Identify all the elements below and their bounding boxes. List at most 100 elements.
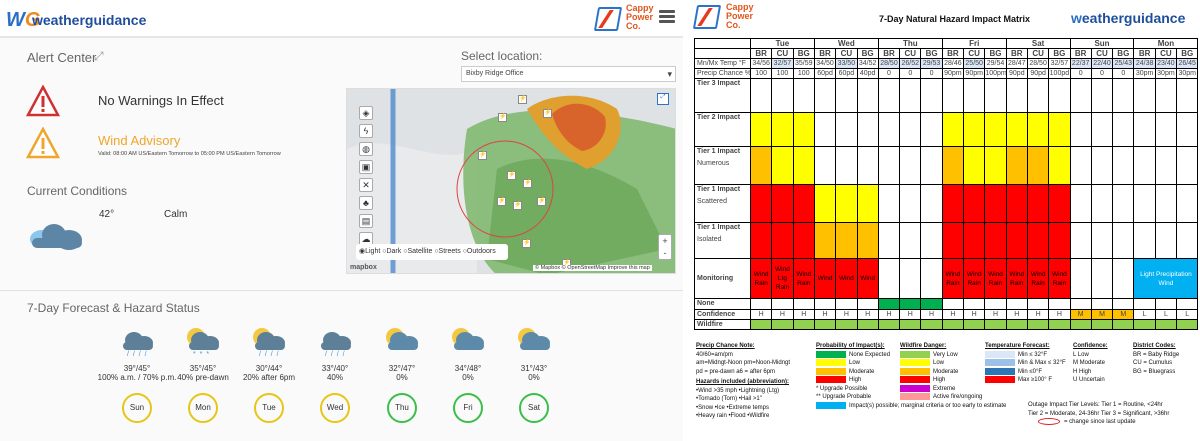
confidence-cell: L xyxy=(1133,309,1156,320)
tools-button[interactable]: ✕ xyxy=(359,178,373,192)
forecast-day[interactable]: / / / / 39°/45° 100% a.m. / 70% p.m. Sun xyxy=(82,326,192,423)
forecast-day[interactable]: / / / / 30°/44° 20% after 6pm Tue xyxy=(214,326,324,423)
wildfire-cell xyxy=(941,319,965,330)
hazard-status-badge[interactable]: Sat xyxy=(519,393,549,423)
districts-legend: District Codes: BR = Baby Ridge CU = Cumul… xyxy=(1133,342,1199,376)
temp-cell: 29/54 xyxy=(984,58,1007,69)
map-marker-icon[interactable]: ⚡ xyxy=(537,197,546,206)
impact-cell xyxy=(856,112,879,147)
legend-line: High xyxy=(900,376,980,385)
map-marker-icon[interactable]: ⚡ xyxy=(497,197,506,206)
confidence-cell: H xyxy=(877,309,901,320)
layers-button[interactable]: ◈ xyxy=(359,106,373,120)
partly-sunny-icon xyxy=(382,326,422,360)
lightning-layer-button[interactable]: ϟ xyxy=(359,124,373,138)
temp-cell: 34/52 xyxy=(856,58,879,69)
impact-cell xyxy=(835,222,858,259)
hazard-status-badge[interactable]: Fri xyxy=(453,393,483,423)
hazard-status-badge[interactable]: Tue xyxy=(254,393,284,423)
map-marker-icon[interactable]: ⚡ xyxy=(513,201,522,210)
confidence-cell: H xyxy=(835,309,858,320)
map-canvas[interactable] xyxy=(347,89,676,274)
impact-cell xyxy=(920,146,943,185)
legend-text: Precip Chance Note: xyxy=(696,343,755,349)
impact-cell xyxy=(1133,146,1156,185)
forecast-day[interactable]: * * * 35°/45° 40% pre-dawn Mon xyxy=(148,326,258,423)
hamburger-menu-icon[interactable] xyxy=(659,10,675,24)
location-select[interactable]: Bixby Ridge Office xyxy=(461,66,676,82)
impact-cell xyxy=(941,298,965,310)
legend-text: •Wind >35 mph •Lightning (Ltg) xyxy=(696,387,780,394)
district-header: CU xyxy=(899,48,922,59)
tree-layer-button[interactable]: ♣ xyxy=(359,196,373,210)
forecast-day[interactable]: / / / / 33°/40° 40% Wed xyxy=(280,326,390,423)
map-attribution[interactable]: © Mapbox © OpenStreetMap Improve this ma… xyxy=(533,265,652,271)
temp-cell: 29/53 xyxy=(920,58,943,69)
impact-cell xyxy=(792,78,815,113)
style-satellite-radio[interactable]: ○Satellite xyxy=(403,248,433,255)
impact-cell xyxy=(1133,184,1156,223)
style-dark-radio[interactable]: ○Dark xyxy=(382,248,402,255)
alert-title[interactable]: No Warnings In Effect xyxy=(98,93,224,108)
map-marker-icon[interactable]: ⚡ xyxy=(543,109,552,118)
legend-title: Probability of Impact(s): xyxy=(816,342,902,351)
legend-line: ** Upgrade Probable xyxy=(816,393,902,402)
wildfire-cell xyxy=(1133,319,1156,330)
forecast-day[interactable]: 34°/48° 0% Fri xyxy=(413,326,523,423)
globe-layer-button[interactable]: ◍ xyxy=(359,142,373,156)
day-header: Mon xyxy=(1133,38,1199,49)
style-streets-radio[interactable]: ○Streets xyxy=(434,248,461,255)
outage-layer-button[interactable]: ▣ xyxy=(359,160,373,174)
map-marker-icon[interactable]: ⚡ xyxy=(507,171,516,180)
document-button[interactable]: ▤ xyxy=(359,214,373,228)
hazard-map[interactable]: ⚡ ⚡ ⚡ ⚡ ⚡ ⚡ ⚡ ⚡ ⚡ ⚡ ⚡ ⤢ + - © Mapbox © O… xyxy=(346,88,676,274)
legend-swatch xyxy=(900,359,930,366)
hazard-status-badge[interactable]: Sun xyxy=(122,393,152,423)
forecast-temps: 31°/43° xyxy=(520,364,548,373)
confidence-cell: H xyxy=(813,309,837,320)
hazard-status-badge[interactable]: Thu xyxy=(387,393,417,423)
alert-title[interactable]: Wind Advisory xyxy=(98,133,181,148)
district-header: CU xyxy=(835,48,858,59)
fullscreen-icon[interactable]: ⤢ xyxy=(657,93,669,105)
impact-cell xyxy=(749,222,773,259)
precip-cell: 90pm xyxy=(941,68,965,79)
map-marker-icon[interactable]: ⚡ xyxy=(523,179,532,188)
impact-cell xyxy=(1176,298,1199,310)
forecast-day[interactable]: 32°/47° 0% Thu xyxy=(347,326,457,423)
precip-cell: 40pd xyxy=(856,68,879,79)
impact-cell xyxy=(877,112,901,147)
legend-line: Extreme xyxy=(900,384,980,394)
impact-cell xyxy=(1154,222,1178,259)
temp-cell: 28/46 xyxy=(941,58,965,69)
map-marker-icon[interactable]: ⚡ xyxy=(498,113,507,122)
district-header: BG xyxy=(1048,48,1071,59)
impact-cell xyxy=(1090,222,1114,259)
forecast-day[interactable]: 31°/43° 0% Sat xyxy=(479,326,589,423)
hazard-status-badge[interactable]: Wed xyxy=(320,393,350,423)
impact-tier-sublabel: Numerous xyxy=(697,160,730,167)
impact-cell xyxy=(899,222,922,259)
map-marker-icon[interactable]: ⚡ xyxy=(518,95,527,104)
map-marker-icon[interactable]: ⚡ xyxy=(478,151,487,160)
precip-row: Precip Chance % 100 100 100 60pd 60pd 40pd 0 0 0 9… xyxy=(694,68,1199,79)
map-marker-icon[interactable]: ⚡ xyxy=(522,239,531,248)
wildfire-cell xyxy=(856,319,879,330)
legend-swatch xyxy=(816,350,846,358)
wildfire-cell xyxy=(963,319,986,330)
impact-cell xyxy=(1005,146,1028,185)
precip-cell: 100 xyxy=(792,68,815,79)
style-outdoors-radio[interactable]: ○Outdoors xyxy=(462,248,496,255)
hazard-status-badge[interactable]: Mon xyxy=(188,393,218,423)
zoom-in-button[interactable]: + xyxy=(662,236,668,246)
temp-cell: 24/38 xyxy=(1133,58,1156,69)
weatherguidance-logo-text[interactable]: weatherguidance xyxy=(32,12,147,28)
impact-cell xyxy=(1112,222,1135,259)
temp-cell: 22/37 xyxy=(1069,58,1092,69)
weatherguidance-logo-icon[interactable]: WG xyxy=(6,9,41,31)
legend-text: •Tornado (Torn) •Hail >1" xyxy=(696,396,762,402)
legend-text: = change since last update xyxy=(1064,419,1136,426)
zoom-out-button[interactable]: - xyxy=(663,248,667,258)
style-light-radio[interactable]: ◉Light xyxy=(359,248,381,255)
expand-icon[interactable]: ⤢ xyxy=(94,49,104,63)
